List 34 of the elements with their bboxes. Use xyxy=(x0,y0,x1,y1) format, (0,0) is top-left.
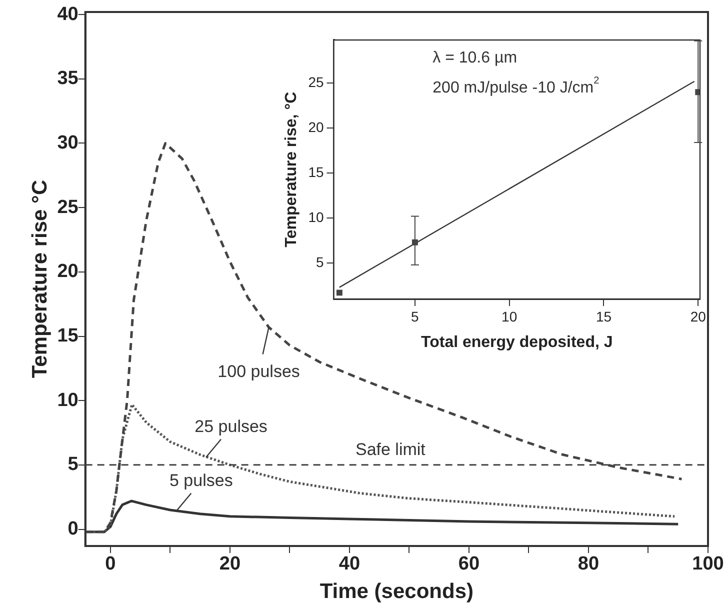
y-tick-label: 25 xyxy=(308,74,324,90)
annotation: 5 pulses xyxy=(170,470,233,490)
y-tick-label: 10 xyxy=(308,208,324,225)
x-tick-label: 15 xyxy=(596,308,612,324)
y-tick-label: 5 xyxy=(68,454,79,476)
y-axis-title: Temperature rise °C xyxy=(28,180,52,378)
y-tick-label: 15 xyxy=(57,325,79,346)
y-tick-label: 0 xyxy=(68,518,78,540)
point xyxy=(336,290,342,296)
x-tick-label: 0 xyxy=(105,554,116,575)
y-tick-label: 30 xyxy=(57,132,78,154)
y-tick-label: 25 xyxy=(57,196,79,218)
x-axis-title: Time (seconds) xyxy=(320,580,474,604)
y-axis-title: Temperature rise, °C xyxy=(283,91,300,248)
x-tick-label: 5 xyxy=(411,308,420,324)
ref-line-label: Safe limit xyxy=(355,440,426,460)
x-tick-label: 10 xyxy=(502,308,518,324)
y-tick-label: 20 xyxy=(308,118,324,135)
annotation: 100 pulses xyxy=(218,362,300,381)
y-tick-label: 10 xyxy=(57,390,78,411)
x-tick-label: 20 xyxy=(219,554,241,575)
y-tick-label: 5 xyxy=(316,254,324,270)
annotation: λ = 10.6 µm xyxy=(432,49,518,66)
x-tick-label: 60 xyxy=(458,554,480,575)
x-tick-label: 100 xyxy=(692,554,724,575)
annotation: 25 pulses xyxy=(194,416,268,436)
y-tick-label: 40 xyxy=(57,4,78,25)
y-tick-label: 35 xyxy=(57,68,79,90)
y-tick-label: 20 xyxy=(57,261,78,282)
y-tick-label: 15 xyxy=(308,164,324,180)
x-tick-label: 40 xyxy=(338,554,360,575)
x-axis-title: Total energy deposited, J xyxy=(421,334,613,351)
x-tick-label: 20 xyxy=(690,308,706,324)
x-tick-label: 80 xyxy=(578,554,600,575)
